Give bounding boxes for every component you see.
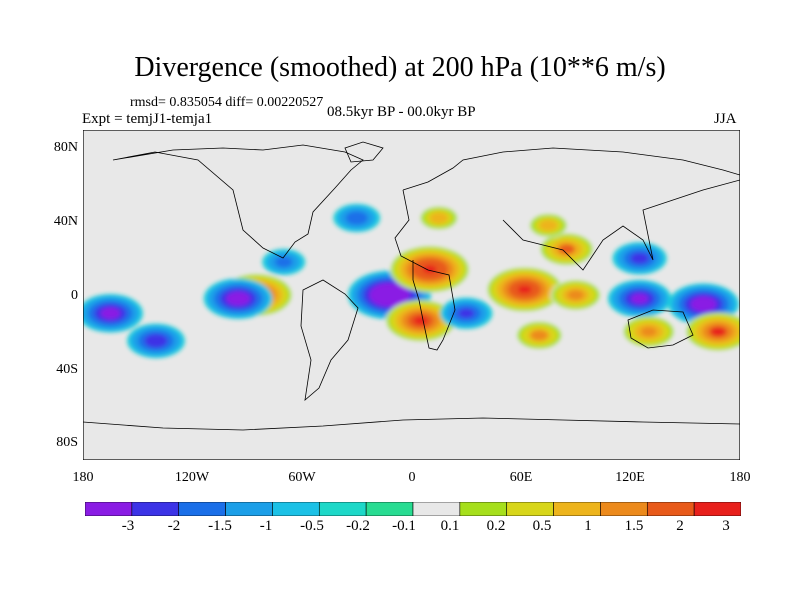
season-label: JJA bbox=[714, 111, 737, 127]
divergence-contour bbox=[567, 290, 584, 300]
legend-label: -2 bbox=[167, 518, 181, 534]
legend-swatch bbox=[272, 502, 320, 516]
legend-label: -1 bbox=[259, 518, 273, 534]
chart-title: Divergence (smoothed) at 200 hPa (10**6 … bbox=[134, 52, 666, 83]
color-legend-bar bbox=[85, 502, 741, 516]
divergence-contour bbox=[640, 326, 657, 337]
legend-swatch bbox=[506, 502, 554, 516]
legend-label: 0.2 bbox=[486, 518, 506, 534]
legend-swatch bbox=[178, 502, 226, 516]
divergence-map bbox=[83, 130, 740, 460]
x-tick-label: 120E bbox=[615, 470, 645, 485]
divergence-contour bbox=[382, 291, 397, 299]
legend-label: 1 bbox=[584, 518, 592, 534]
period-label: 08.5kyr BP - 00.0kyr BP bbox=[327, 104, 476, 120]
y-tick-label: 0 bbox=[71, 288, 78, 303]
legend-swatch bbox=[85, 502, 133, 516]
divergence-contour bbox=[558, 244, 575, 254]
legend-label: 2 bbox=[676, 518, 684, 534]
legend-label: 3 bbox=[722, 518, 730, 534]
legend-swatch bbox=[553, 502, 601, 516]
legend-label: 0.1 bbox=[440, 518, 460, 534]
divergence-contour bbox=[632, 294, 647, 303]
legend-swatch bbox=[693, 502, 741, 516]
x-tick-label: 180 bbox=[729, 470, 751, 485]
divergence-contour bbox=[710, 327, 726, 336]
y-tick-label: 80N bbox=[53, 140, 78, 155]
legend-label: 1.5 bbox=[624, 518, 644, 534]
x-tick-label: 180 bbox=[72, 470, 94, 485]
divergence-contour bbox=[458, 308, 475, 319]
divergence-contour bbox=[348, 213, 366, 223]
x-tick-label: 120W bbox=[174, 470, 210, 485]
experiment-label: Expt = temjJ1-temja1 bbox=[82, 111, 213, 127]
legend-swatch bbox=[459, 502, 508, 516]
legend-swatch bbox=[600, 502, 648, 516]
divergence-contour bbox=[148, 336, 164, 346]
coastlines bbox=[83, 141, 740, 431]
divergence-contour bbox=[422, 265, 437, 274]
divergence-contour bbox=[103, 309, 118, 318]
y-tick-label: 40S bbox=[56, 362, 78, 377]
legend-label: -3 bbox=[121, 518, 135, 534]
x-tick-label: 60W bbox=[288, 470, 316, 485]
divergence-contour bbox=[231, 294, 246, 303]
divergence-contour bbox=[530, 330, 548, 341]
legend-swatch bbox=[131, 502, 180, 516]
y-tick-label: 40N bbox=[53, 214, 78, 229]
divergence-contour bbox=[631, 253, 648, 263]
y-tick-label: 80S bbox=[56, 435, 78, 450]
legend-swatch bbox=[225, 502, 273, 516]
legend-label: -0.1 bbox=[392, 518, 416, 534]
legend-label: -0.5 bbox=[300, 518, 324, 534]
divergence-contour bbox=[696, 300, 711, 309]
legend-swatch bbox=[318, 502, 367, 516]
divergence-contour bbox=[413, 316, 428, 325]
rmsd-stats: rmsd= 0.835054 diff= 0.00220527 bbox=[130, 95, 324, 110]
legend-label: 0.5 bbox=[532, 518, 552, 534]
legend-swatch bbox=[646, 502, 695, 516]
divergence-contour bbox=[429, 212, 448, 224]
divergence-contour bbox=[275, 256, 293, 268]
legend-label: -1.5 bbox=[208, 518, 232, 534]
x-tick-label: 60E bbox=[509, 470, 533, 485]
divergence-contour bbox=[539, 219, 558, 231]
divergence-contour bbox=[517, 285, 532, 294]
x-tick-label: 0 bbox=[408, 470, 416, 485]
legend-label: -0.2 bbox=[346, 518, 370, 534]
legend-swatch bbox=[412, 502, 461, 516]
legend-swatch bbox=[365, 502, 414, 516]
